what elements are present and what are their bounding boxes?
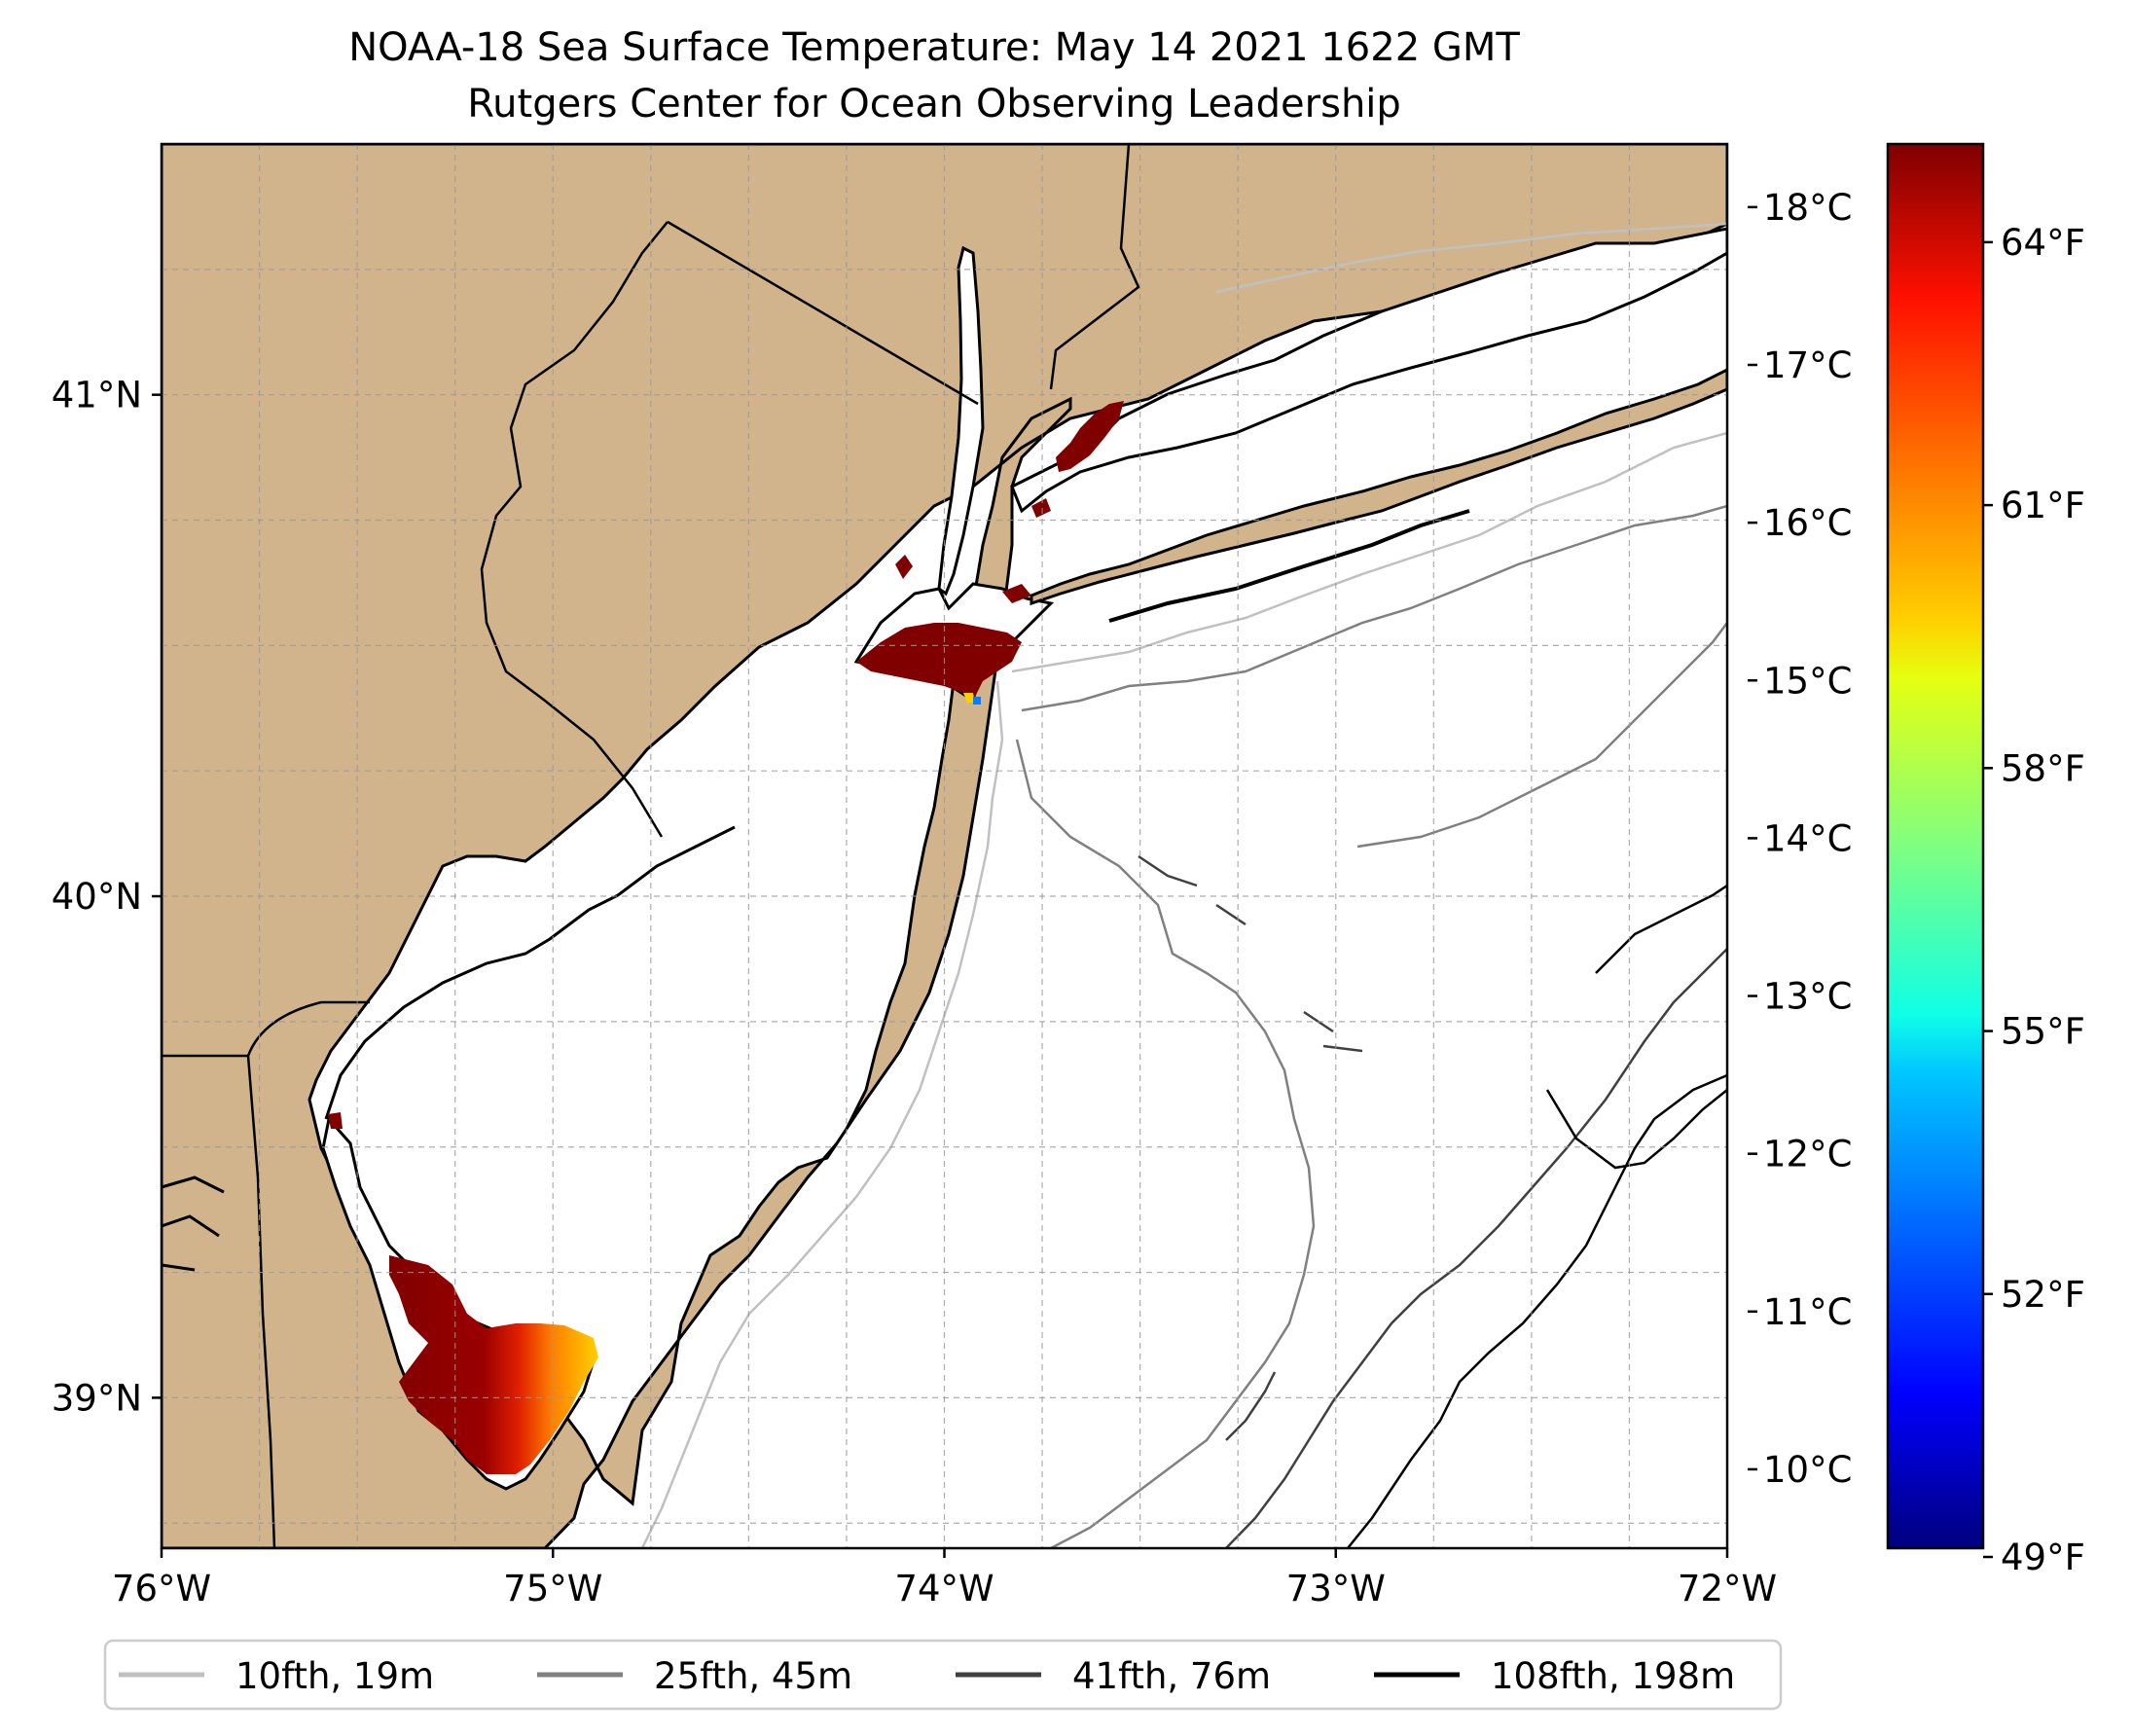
longitude-axis: 76°W 75°W 74°W 73°W 72°W — [112, 1548, 1777, 1609]
celsius-tick-label: 17°C — [1763, 344, 1852, 386]
celsius-tick-label: 15°C — [1763, 660, 1852, 702]
de-pa-arc — [246, 1000, 370, 1057]
y-tick-label: 41°N — [52, 375, 142, 416]
delaware-river — [331, 832, 742, 1121]
fahrenheit-tick-label: 64°F — [2001, 222, 2085, 264]
sst-delaware-bay — [389, 1255, 598, 1474]
legend-entry: 108fth, 198m — [1374, 1655, 1735, 1697]
legend-entry: 41fth, 76m — [956, 1655, 1271, 1697]
pa-nj-border — [480, 221, 669, 838]
celsius-tick-label: 12°C — [1763, 1134, 1852, 1175]
isobath-legend: 10fth, 19m 25fth, 45m 41fth, 76m 108fth,… — [103, 1639, 1783, 1711]
celsius-tick-label: 10°C — [1763, 1449, 1852, 1491]
y-tick-label: 40°N — [52, 876, 142, 918]
de-md-border — [162, 1054, 276, 1548]
figure-subtitle: Rutgers Center for Ocean Observing Leade… — [467, 82, 1401, 127]
y-tick-label: 39°N — [52, 1377, 142, 1419]
legend-entry: 10fth, 19m — [119, 1655, 434, 1697]
hudson-river — [937, 245, 985, 597]
celsius-tick-label: 16°C — [1763, 502, 1852, 544]
ny-ct-border — [1049, 144, 1140, 390]
figure-title: NOAA-18 Sea Surface Temperature: May 14 … — [348, 25, 1520, 70]
fahrenheit-tick-label: 49°F — [2001, 1537, 2085, 1578]
celsius-tick-label: 18°C — [1763, 187, 1852, 229]
chesapeake-inlets — [162, 1175, 225, 1272]
colorbar-fahrenheit-axis: 49°F 52°F 55°F 58°F 61°F 64°F — [1983, 222, 2085, 1578]
celsius-tick-label: 14°C — [1763, 817, 1852, 859]
fahrenheit-tick-label: 52°F — [2001, 1274, 2085, 1316]
delaware-river-bank — [324, 825, 736, 1120]
legend-label: 108fth, 198m — [1491, 1655, 1735, 1697]
sst-long-island-sound — [1056, 401, 1124, 472]
legend-label: 10fth, 19m — [235, 1655, 434, 1697]
fahrenheit-tick-label: 61°F — [2001, 485, 2085, 526]
fahrenheit-tick-label: 58°F — [2001, 747, 2085, 789]
x-tick-label: 73°W — [1286, 1568, 1386, 1609]
isobath-41fth — [1138, 854, 1727, 1548]
x-tick-label: 76°W — [112, 1568, 211, 1609]
legend-label: 25fth, 45m — [654, 1655, 852, 1697]
mainland-land — [162, 144, 1727, 1548]
celsius-tick-label: 13°C — [1763, 976, 1852, 1018]
long-island-sound — [1010, 227, 1727, 514]
sst-ny-harbor — [856, 623, 1022, 701]
sst-delaware-river-spot — [328, 1112, 343, 1129]
south-shore-barrier — [1108, 509, 1470, 623]
long-island — [1030, 368, 1727, 606]
legend-label: 41fth, 76m — [1072, 1655, 1271, 1697]
map-panel — [162, 144, 1727, 1548]
legend-entry: 25fth, 45m — [537, 1655, 852, 1697]
legend-frame — [103, 1639, 1783, 1711]
isobath-10fth — [640, 222, 1727, 1548]
x-tick-label: 74°W — [894, 1568, 994, 1609]
x-tick-label: 72°W — [1678, 1568, 1777, 1609]
sst-harbor-edge — [963, 693, 975, 703]
colorbar-gradient — [1886, 142, 1985, 1550]
ny-nj-border — [667, 220, 979, 406]
sst-hudson-spots — [895, 498, 1051, 603]
isobath-108fth — [1347, 884, 1727, 1548]
celsius-tick-label: 11°C — [1763, 1291, 1852, 1333]
x-tick-label: 75°W — [503, 1568, 602, 1609]
latitude-axis: 39°N 40°N 41°N — [52, 375, 162, 1419]
fahrenheit-tick-label: 55°F — [2001, 1011, 2085, 1053]
sst-harbor-edge-blue — [973, 697, 981, 705]
colorbar-celsius-axis: 10°C 11°C 12°C 13°C 14°C 15°C 16°C 17°C 18°C — [1748, 187, 1852, 1491]
isobath-25fth — [1015, 504, 1727, 1548]
